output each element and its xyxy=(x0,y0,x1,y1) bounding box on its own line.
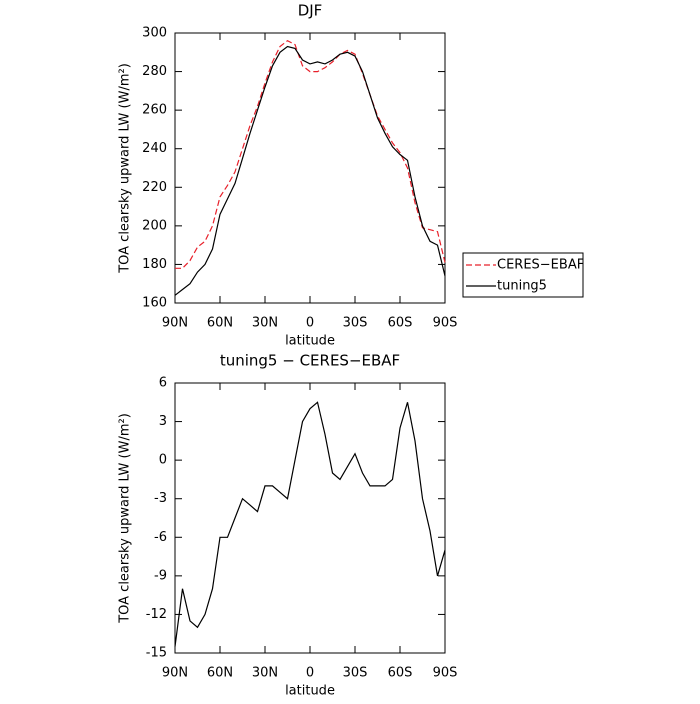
data-line xyxy=(175,39,446,269)
y-axis-label: TOA clearsky upward LW (W/m²) xyxy=(118,63,133,274)
y-tick-label: 260 xyxy=(142,103,167,118)
y-tick-label: -12 xyxy=(146,607,167,622)
data-line xyxy=(174,401,446,647)
y-tick-label: 220 xyxy=(142,180,167,195)
y-tick-label: -6 xyxy=(154,530,167,545)
y-tick-label: 200 xyxy=(142,218,167,233)
y-tick-label: 300 xyxy=(142,26,167,41)
legend-box xyxy=(462,252,584,298)
x-tick-label: 90N xyxy=(162,666,188,681)
y-tick-label: 180 xyxy=(142,257,167,272)
x-axis-label: latitude xyxy=(285,334,335,349)
y-tick-label: 3 xyxy=(159,414,167,429)
x-tick-label: 90N xyxy=(162,316,188,331)
x-tick-label: 30N xyxy=(252,666,278,681)
x-tick-label: 0 xyxy=(306,666,314,681)
y-tick-label: -3 xyxy=(154,491,167,506)
x-tick-label: 60S xyxy=(388,666,413,681)
x-tick-label: 60N xyxy=(207,666,233,681)
plot-frame xyxy=(174,382,446,654)
x-tick-label: 0 xyxy=(306,316,314,331)
chart-title: DJF xyxy=(298,2,323,20)
y-tick-label: -9 xyxy=(154,568,167,583)
y-tick-label: -15 xyxy=(146,646,167,661)
y-tick-label: 240 xyxy=(142,141,167,156)
x-tick-label: 90S xyxy=(433,666,458,681)
y-tick-label: 0 xyxy=(159,453,167,468)
y-axis-label: TOA clearsky upward LW (W/m²) xyxy=(118,413,133,624)
legend-label: CERES−EBAF xyxy=(497,258,584,273)
data-line xyxy=(174,45,446,296)
y-tick-label: 160 xyxy=(142,296,167,311)
plot-frame xyxy=(174,32,446,304)
chart-title: tuning5 − CERES−EBAF xyxy=(220,352,400,370)
x-tick-label: 30S xyxy=(343,316,368,331)
x-tick-label: 60S xyxy=(388,316,413,331)
y-tick-label: 280 xyxy=(142,64,167,79)
x-tick-label: 90S xyxy=(433,316,458,331)
x-tick-label: 30N xyxy=(252,316,278,331)
y-tick-label: 6 xyxy=(159,376,167,391)
x-tick-label: 30S xyxy=(343,666,368,681)
x-axis-label: latitude xyxy=(285,684,335,699)
x-tick-label: 60N xyxy=(207,316,233,331)
legend-label: tuning5 xyxy=(497,279,547,294)
